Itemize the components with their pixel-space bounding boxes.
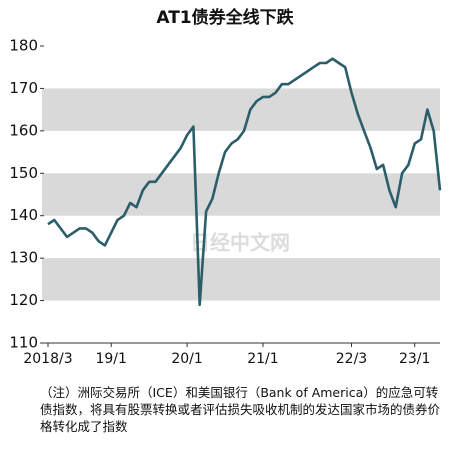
band (42, 88, 440, 131)
y-tick-label: 150 (9, 164, 38, 182)
x-tick-label: 21/1 (247, 351, 278, 367)
footnote: （注）洲际交易所（ICE）和美国银行（Bank of America）的应急可转… (40, 385, 441, 434)
line (47, 57, 442, 307)
y-tick-label: 110 (9, 334, 38, 352)
y-tick-label: 170 (9, 79, 38, 97)
x-tick-label: 23/1 (399, 351, 430, 367)
y-tick-label: 160 (9, 121, 38, 139)
x-tick-label: 2018/3 (23, 351, 72, 367)
x-tick-label: 20/1 (171, 351, 202, 367)
chart: AT1债券全线下跌 日经中文网 110 120 130 140 150 160 170 180… (9, 7, 442, 367)
y-tick-label: 120 (9, 291, 38, 309)
y-tick-label: 130 (9, 249, 38, 267)
y-tick-label: 140 (9, 206, 38, 224)
y-tick-label: 180 (9, 37, 38, 55)
chart-title: AT1债券全线下跌 (156, 7, 294, 28)
x-tick-label: 19/1 (95, 351, 126, 367)
watermark: 日经中文网 (190, 231, 290, 255)
band (42, 173, 440, 216)
x-tick-label: 22/3 (336, 351, 367, 367)
band (42, 258, 440, 301)
